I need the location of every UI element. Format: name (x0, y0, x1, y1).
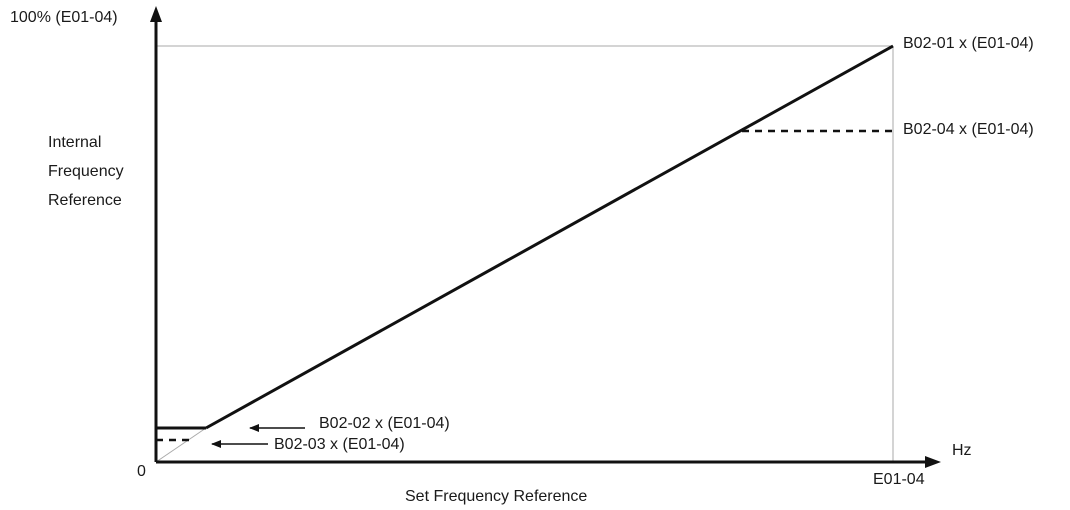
y-axis-max-label: 100% (E01-04) (10, 9, 118, 26)
y-axis-title-line-1: Internal (48, 134, 102, 151)
y-axis-title-line-3: Reference (48, 192, 122, 209)
x-axis-max-label: E01-04 (873, 471, 925, 488)
lower-clamp-annotation: B02-03 x (E01-04) (274, 436, 405, 453)
origin-guide-line (155, 427, 207, 463)
x-axis-unit-label: Hz (952, 442, 972, 459)
upper-limit-annotation: B02-01 x (E01-04) (903, 35, 1034, 52)
y-axis-title: Internal Frequency Reference (48, 128, 124, 215)
reference-line (205, 44, 894, 430)
x-axis-title: Set Frequency Reference (405, 488, 588, 505)
y-axis-title-line-2: Frequency (48, 163, 124, 180)
origin-label: 0 (137, 463, 146, 480)
upper-clamp-annotation: B02-04 x (E01-04) (903, 121, 1034, 138)
lower-limit-annotation: B02-02 x (E01-04) (319, 415, 450, 432)
y-axis-arrowhead (150, 6, 162, 22)
x-axis-arrowhead (925, 456, 941, 468)
